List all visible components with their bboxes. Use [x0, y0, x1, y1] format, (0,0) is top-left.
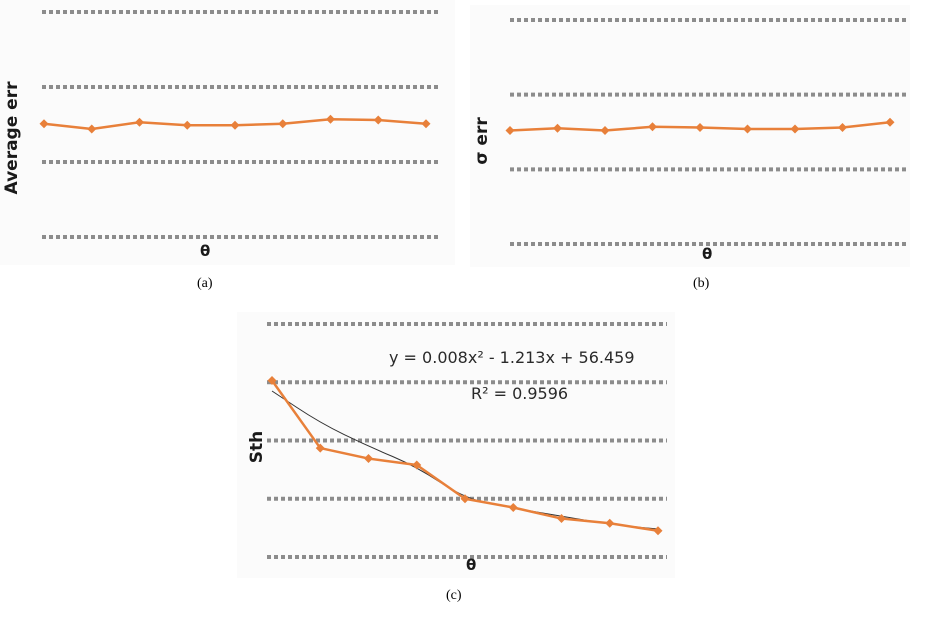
- x-axis-label-a: θ: [200, 242, 211, 260]
- data-point: [605, 518, 615, 528]
- data-point: [412, 460, 422, 470]
- data-point: [230, 120, 240, 130]
- data-point: [182, 120, 192, 130]
- data-point: [743, 124, 752, 134]
- trendline-equation: y = 0.008x² - 1.213x + 56.459: [389, 348, 635, 367]
- data-point: [885, 117, 895, 127]
- data-point: [508, 502, 518, 512]
- data-point: [460, 494, 470, 504]
- x-axis-label-c: θ: [466, 556, 477, 574]
- data-point: [505, 126, 515, 136]
- data-point: [600, 126, 610, 136]
- data-point: [421, 119, 431, 129]
- chart-plot-a: [39, 10, 440, 239]
- chart-plot-b: [505, 18, 906, 246]
- data-point: [326, 114, 335, 124]
- caption-c: (c): [446, 588, 462, 603]
- data-point: [364, 454, 373, 464]
- data-point: [315, 443, 325, 453]
- caption-b: (b): [693, 276, 710, 291]
- data-point: [790, 124, 800, 134]
- chart-panel-a: Average err θ: [0, 0, 455, 265]
- data-point: [87, 124, 97, 134]
- data-point: [39, 119, 49, 129]
- data-point: [648, 122, 657, 132]
- chart-panel-b: σ err θ: [470, 5, 910, 267]
- data-point: [557, 514, 566, 524]
- data-point: [135, 117, 144, 127]
- data-point: [267, 376, 277, 386]
- data-point: [373, 115, 383, 125]
- chart-panel-c: Sth y = 0.008x² - 1.213x + 56.459 R² = 0…: [237, 312, 675, 578]
- chart-plot-c: [267, 322, 667, 559]
- data-point: [695, 123, 705, 133]
- data-point: [653, 526, 663, 536]
- x-axis-label-b: θ: [702, 245, 713, 263]
- data-point: [553, 123, 562, 133]
- data-point: [278, 119, 288, 129]
- trendline-r-squared: R² = 0.9596: [471, 384, 569, 403]
- data-point: [838, 123, 847, 133]
- caption-a: (a): [197, 276, 213, 291]
- series-line: [270, 379, 659, 533]
- trendline: [271, 390, 659, 530]
